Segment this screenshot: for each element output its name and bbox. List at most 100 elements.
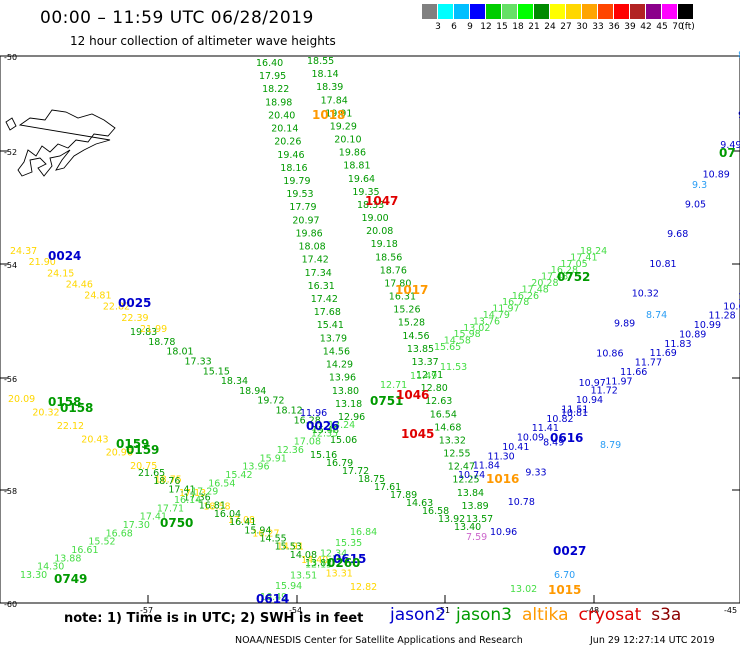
wave-height-label: 14.29: [326, 360, 353, 371]
wave-height-label: 17.89: [390, 490, 417, 501]
wave-height-label: 19.72: [257, 396, 284, 407]
wave-height-label: 20.43: [81, 434, 108, 445]
legend-swatch-2: [454, 4, 470, 19]
wave-height-label: 17.72: [342, 466, 369, 477]
legend-swatch-3: [470, 4, 486, 19]
wave-height-label: 11.28: [709, 311, 736, 322]
wave-height-label: 18.12: [276, 406, 303, 417]
wave-height-label: 13.02: [463, 323, 490, 334]
wave-height-label: 13.89: [462, 501, 489, 512]
wave-height-label: 21.90: [29, 257, 56, 268]
wave-height-label: 16.49: [260, 592, 287, 603]
legend-swatch-1: [438, 4, 454, 19]
wave-height-label: 16.54: [430, 409, 457, 420]
pass-id-label: 1016: [486, 472, 519, 486]
map-frame: [0, 55, 740, 604]
wave-height-label: 18.98: [265, 97, 292, 108]
wave-height-label: 13.31: [326, 569, 353, 580]
wave-height-label: 14.40: [301, 555, 328, 566]
wave-height-label: 16.68: [106, 528, 133, 539]
wave-height-label: 20.40: [268, 110, 295, 121]
wave-height-label: 16.28: [551, 265, 578, 276]
legend-label: 70: [672, 22, 684, 32]
wave-height-label: 12.63: [425, 396, 452, 407]
legend-swatches: [422, 4, 722, 19]
wave-height-label: 13.92: [438, 514, 465, 525]
wave-height-label: 18.39: [316, 82, 343, 93]
wave-height-label: 17.33: [185, 357, 212, 368]
wave-height-label: 14.08: [290, 550, 317, 561]
wave-height-label: 22.12: [57, 421, 84, 432]
satellite-jason2: jason2: [390, 605, 446, 625]
wave-height-label: 10.96: [490, 527, 517, 538]
wave-height-label: 11.96: [300, 408, 327, 419]
wave-height-label: 15.28: [398, 318, 425, 329]
lat-tick-label: -50: [4, 53, 17, 62]
pass-id-label: 0158: [48, 395, 81, 409]
wave-height-label: 20.26: [274, 137, 301, 148]
wave-height-label: 13.96: [329, 373, 356, 384]
wave-height-label: 17.41: [570, 252, 597, 263]
wave-height-label: 19.83: [130, 327, 157, 338]
wave-height-label: 15.42: [225, 470, 252, 481]
wave-height-label: 12.36: [277, 445, 304, 456]
pass-id-label: 0159: [116, 437, 149, 451]
legend-swatch-0: [422, 4, 438, 19]
wave-height-label: 17.42: [302, 255, 329, 266]
wave-height-label: 14.79: [483, 310, 510, 321]
legend-label: 36: [608, 22, 620, 32]
lat-tick-label: -56: [4, 375, 17, 384]
wave-height-label: 15.65: [434, 342, 461, 353]
wave-height-label: 17.41: [140, 512, 167, 523]
wave-height-label: 24.81: [84, 291, 111, 302]
wave-height-label: 10.81: [561, 408, 588, 419]
legend-label: 21: [528, 22, 540, 32]
wave-height-label: 19.86: [339, 148, 366, 159]
legend-label: 15: [496, 22, 508, 32]
wave-height-label: 7.59: [466, 532, 487, 543]
wave-height-label: 10.81: [649, 259, 676, 270]
wave-height-label: 16.40: [256, 58, 283, 69]
wave-height-label: 20.97: [292, 215, 319, 226]
legend-label: 30: [576, 22, 588, 32]
legend-label: 24: [544, 22, 556, 32]
wave-height-label: 18.94: [239, 386, 266, 397]
wave-height-label: 19.35: [352, 187, 379, 198]
wave-height-label: 15.15: [203, 366, 230, 377]
pass-id-label: 0749: [54, 572, 87, 586]
wave-height-label: 18.14: [312, 69, 339, 80]
legend-swatch-16: [678, 4, 694, 19]
wave-height-label: 24.15: [47, 268, 74, 279]
pass-id-label: 1018: [312, 108, 345, 122]
wave-height-label: 12.55: [443, 449, 470, 460]
legend-label: 33: [592, 22, 604, 32]
wave-height-label: 20.08: [366, 226, 393, 237]
legend-label: 45: [656, 22, 668, 32]
pass-id-label: 1017: [395, 283, 428, 297]
wave-height-label: 13.80: [332, 386, 359, 397]
wave-height-label: 16.61: [71, 545, 98, 556]
wave-height-label: 12.80: [421, 383, 448, 394]
wave-height-label: 15.41: [317, 320, 344, 331]
wave-height-label: 18.75: [358, 474, 385, 485]
wave-height-label: 13.79: [320, 333, 347, 344]
wave-height-label: 15.53: [275, 542, 302, 553]
wave-height-label: 13.84: [457, 488, 484, 499]
lon-tick-label: -51: [437, 606, 450, 615]
wave-height-label: 17.43: [541, 272, 568, 283]
wave-height-label: 11.66: [620, 367, 647, 378]
wave-height-label: 18.34: [221, 376, 248, 387]
wave-height-label: 15.26: [393, 305, 420, 316]
wave-height-label: 18.76: [380, 265, 407, 276]
wave-height-label: 10.86: [596, 348, 623, 359]
wave-height-label: 19.18: [371, 239, 398, 250]
legend-label: 9: [467, 22, 473, 32]
wave-height-label: 12.47: [448, 462, 475, 473]
wave-height-label: 18.08: [299, 242, 326, 253]
wave-height-label: 14.63: [406, 498, 433, 509]
wave-height-label: 16.26: [512, 291, 539, 302]
legend-label: 3: [435, 22, 441, 32]
wave-height-label: 20.10: [334, 135, 361, 146]
wave-height-label: 13.57: [466, 514, 493, 525]
wave-height-label: 19.91: [325, 108, 352, 119]
